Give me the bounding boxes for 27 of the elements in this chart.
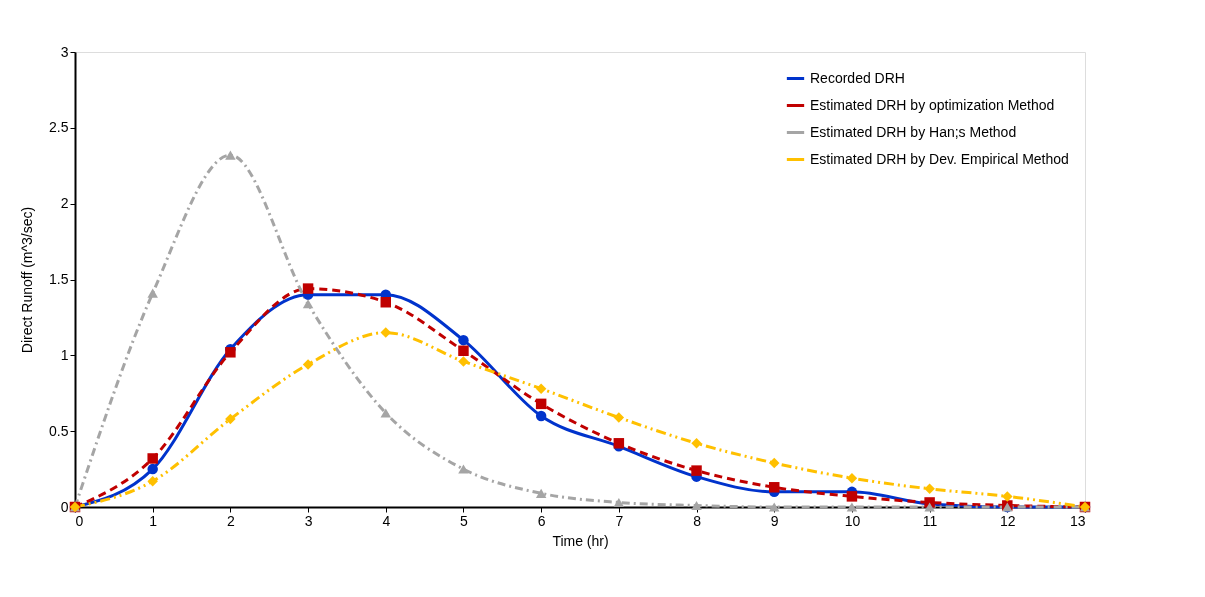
x-tick-label: 12 <box>1000 512 1016 529</box>
y-tick-label: 2 <box>60 195 69 212</box>
x-tick-label: 3 <box>304 512 313 529</box>
x-tick-label: 11 <box>922 512 938 529</box>
y-tick-label: 3 <box>60 43 69 60</box>
legend-label: Recorded DRH <box>810 69 905 86</box>
y-tick-label: 2.5 <box>49 119 69 136</box>
x-tick-label: 10 <box>844 512 861 529</box>
legend-label: Estimated DRH by Dev. Empirical Method <box>810 150 1069 167</box>
x-tick-label: 1 <box>149 512 158 529</box>
x-tick-label: 0 <box>75 512 84 529</box>
x-tick-label: 7 <box>615 512 624 529</box>
x-tick-label: 13 <box>1069 512 1086 529</box>
x-tick-label: 2 <box>226 512 235 529</box>
x-tick-label: 6 <box>537 512 546 529</box>
x-axis-title: Time (hr) <box>552 532 609 549</box>
y-tick-label: 0.5 <box>49 422 69 439</box>
x-tick-label: 9 <box>770 512 779 529</box>
y-tick-label: 1 <box>60 346 69 363</box>
legend-label: Estimated DRH by optimization Method <box>810 96 1055 113</box>
y-tick-label: 1.5 <box>49 271 69 287</box>
x-tick-label: 5 <box>460 512 469 529</box>
y-axis-title: Direct Runoff (m^3/sec) <box>19 206 36 354</box>
legend-label: Estimated DRH by Han;s Method <box>810 123 1017 140</box>
y-tick-label: 0 <box>60 498 69 515</box>
x-tick-label: 8 <box>693 512 702 529</box>
x-tick-label: 4 <box>382 512 391 529</box>
